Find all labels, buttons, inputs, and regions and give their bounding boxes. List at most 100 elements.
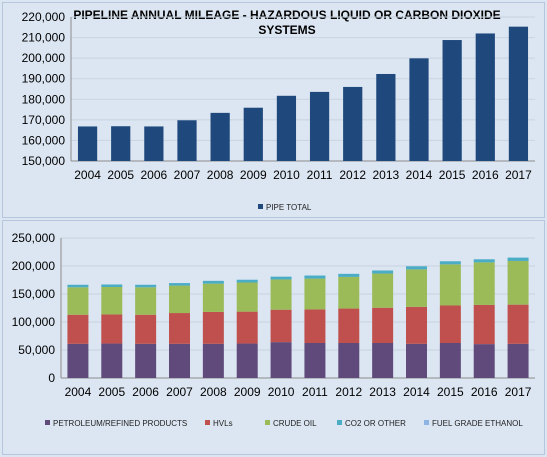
x-tick-label: 2009	[240, 168, 267, 182]
bar-hvls-2004	[67, 314, 89, 344]
bar-hvls-2010	[270, 309, 292, 343]
y-tick-label: 150,000	[22, 154, 66, 168]
x-tick-label: 2010	[268, 385, 295, 399]
bar-petroleum-refined-products-2017	[507, 343, 529, 378]
bar-crude-oil-2006	[135, 287, 157, 315]
x-tick-label: 2008	[207, 168, 234, 182]
bar-petroleum-refined-products-2013	[372, 343, 394, 378]
bar-hvls-2015	[439, 305, 461, 343]
bar-crude-oil-2016	[473, 262, 495, 305]
x-tick-label: 2014	[406, 168, 433, 182]
bar-crude-oil-2010	[270, 279, 292, 310]
legend-label: PETROLEUM/REFINED PRODUCTS	[53, 419, 187, 428]
bar-pipe-total-2005	[111, 126, 131, 161]
bar-pipe-total-2012	[343, 86, 363, 161]
bar-hvls-2017	[507, 304, 529, 344]
bar-co2-or-other-2016	[473, 259, 495, 263]
x-tick-label: 2005	[98, 385, 125, 399]
y-tick-label: 50,000	[18, 343, 55, 357]
bar-petroleum-refined-products-2011	[304, 343, 326, 378]
bar-co2-or-other-2009	[236, 279, 258, 283]
bar-crude-oil-2004	[67, 287, 89, 315]
x-tick-label: 2004	[74, 168, 101, 182]
x-tick-label: 2013	[373, 168, 400, 182]
x-tick-label: 2006	[141, 168, 168, 182]
bar-co2-or-other-2010	[270, 276, 292, 280]
bar-co2-or-other-2005	[101, 284, 123, 287]
x-tick-label: 2017	[505, 168, 532, 182]
x-tick-label: 2008	[200, 385, 227, 399]
x-tick-label: 2014	[403, 385, 430, 399]
bar-co2-or-other-2008	[202, 280, 224, 284]
x-tick-label: 2015	[437, 385, 464, 399]
legend: PIPE TOTAL	[258, 203, 312, 212]
bar-petroleum-refined-products-2015	[439, 343, 461, 378]
bar-hvls-2007	[169, 313, 190, 344]
y-tick-label: 200,000	[12, 259, 56, 273]
bar-petroleum-refined-products-2008	[202, 343, 224, 378]
bar-petroleum-refined-products-2005	[101, 343, 123, 378]
x-tick-label: 2013	[369, 385, 396, 399]
y-tick-label: 160,000	[22, 133, 66, 147]
legend-label: CO2 OR OTHER	[345, 419, 406, 428]
y-tick-label: 250,000	[12, 231, 56, 245]
bar-pipe-total-2015	[442, 40, 462, 161]
bar-co2-or-other-2006	[135, 284, 157, 288]
bar-co2-or-other-2012	[338, 273, 360, 277]
bar-hvls-2016	[473, 304, 495, 345]
bar-crude-oil-2011	[304, 278, 326, 310]
legend-swatch	[337, 420, 342, 425]
x-tick-label: 2004	[65, 385, 92, 399]
bar-crude-oil-2015	[439, 264, 461, 306]
commodity-chart-panel: 0 50,000 100,000 150,000 200,000 250,000 2004 2…	[2, 220, 545, 455]
bar-petroleum-refined-products-2006	[135, 343, 157, 378]
bar-pipe-total-2010	[276, 95, 297, 161]
legend-label: HVLs	[213, 419, 233, 428]
bar-hvls-2009	[236, 311, 258, 344]
bar-hvls-2005	[101, 314, 123, 344]
x-tick-label: 2006	[132, 385, 159, 399]
bar-hvls-2013	[372, 307, 394, 343]
bar-crude-oil-2017	[507, 260, 529, 305]
bar-crude-oil-2009	[236, 282, 258, 312]
y-tick-label: 210,000	[22, 31, 66, 45]
bar-pipe-total-2011	[309, 91, 330, 161]
bar-pipe-total-2016	[475, 33, 495, 162]
chart-title: PIPELINE ANNUAL MILEAGE - HAZARDOUS LIQU…	[73, 8, 500, 22]
legend-swatch	[424, 420, 429, 425]
x-tick-label: 2007	[174, 168, 201, 182]
y-tick-label: 180,000	[22, 92, 66, 106]
legend-label: FUEL GRADE ETHANOL	[432, 419, 523, 428]
x-tick-label: 2012	[339, 168, 366, 182]
x-tick-label: 2011	[307, 168, 333, 182]
bar-petroleum-refined-products-2009	[236, 343, 258, 378]
x-tick-label: 2016	[471, 385, 498, 399]
bar-petroleum-refined-products-2012	[338, 343, 360, 378]
bar-petroleum-refined-products-2014	[406, 343, 427, 378]
legend-swatch	[45, 420, 50, 425]
y-tick-label: 0	[48, 371, 55, 385]
bar-crude-oil-2012	[338, 276, 360, 309]
bar-co2-or-other-2014	[406, 266, 427, 270]
bar-hvls-2012	[338, 308, 360, 343]
y-tick-label: 220,000	[22, 10, 66, 24]
y-tick-label: 200,000	[22, 51, 66, 65]
bar-co2-or-other-2015	[439, 261, 461, 265]
bar-crude-oil-2007	[169, 285, 190, 314]
y-tick-label: 150,000	[12, 287, 56, 301]
bar-pipe-total-2006	[144, 126, 164, 161]
legend-label: CRUDE OIL	[273, 419, 317, 428]
legend-swatch	[205, 420, 210, 425]
legend-label: PIPE TOTAL	[266, 203, 312, 212]
y-tick-label: 100,000	[12, 315, 56, 329]
pipe-total-chart-panel: PIPELINE ANNUAL MILEAGE - HAZARDOUS LIQU…	[2, 2, 545, 218]
bar-hvls-2014	[406, 306, 427, 344]
bar-co2-or-other-2007	[169, 283, 190, 286]
bar-petroleum-refined-products-2016	[473, 344, 495, 378]
bar-hvls-2011	[304, 309, 326, 343]
chart-title: SYSTEMS	[258, 23, 315, 37]
bar-crude-oil-2013	[372, 273, 394, 308]
x-tick-label: 2017	[505, 385, 532, 399]
x-tick-label: 2005	[107, 168, 134, 182]
